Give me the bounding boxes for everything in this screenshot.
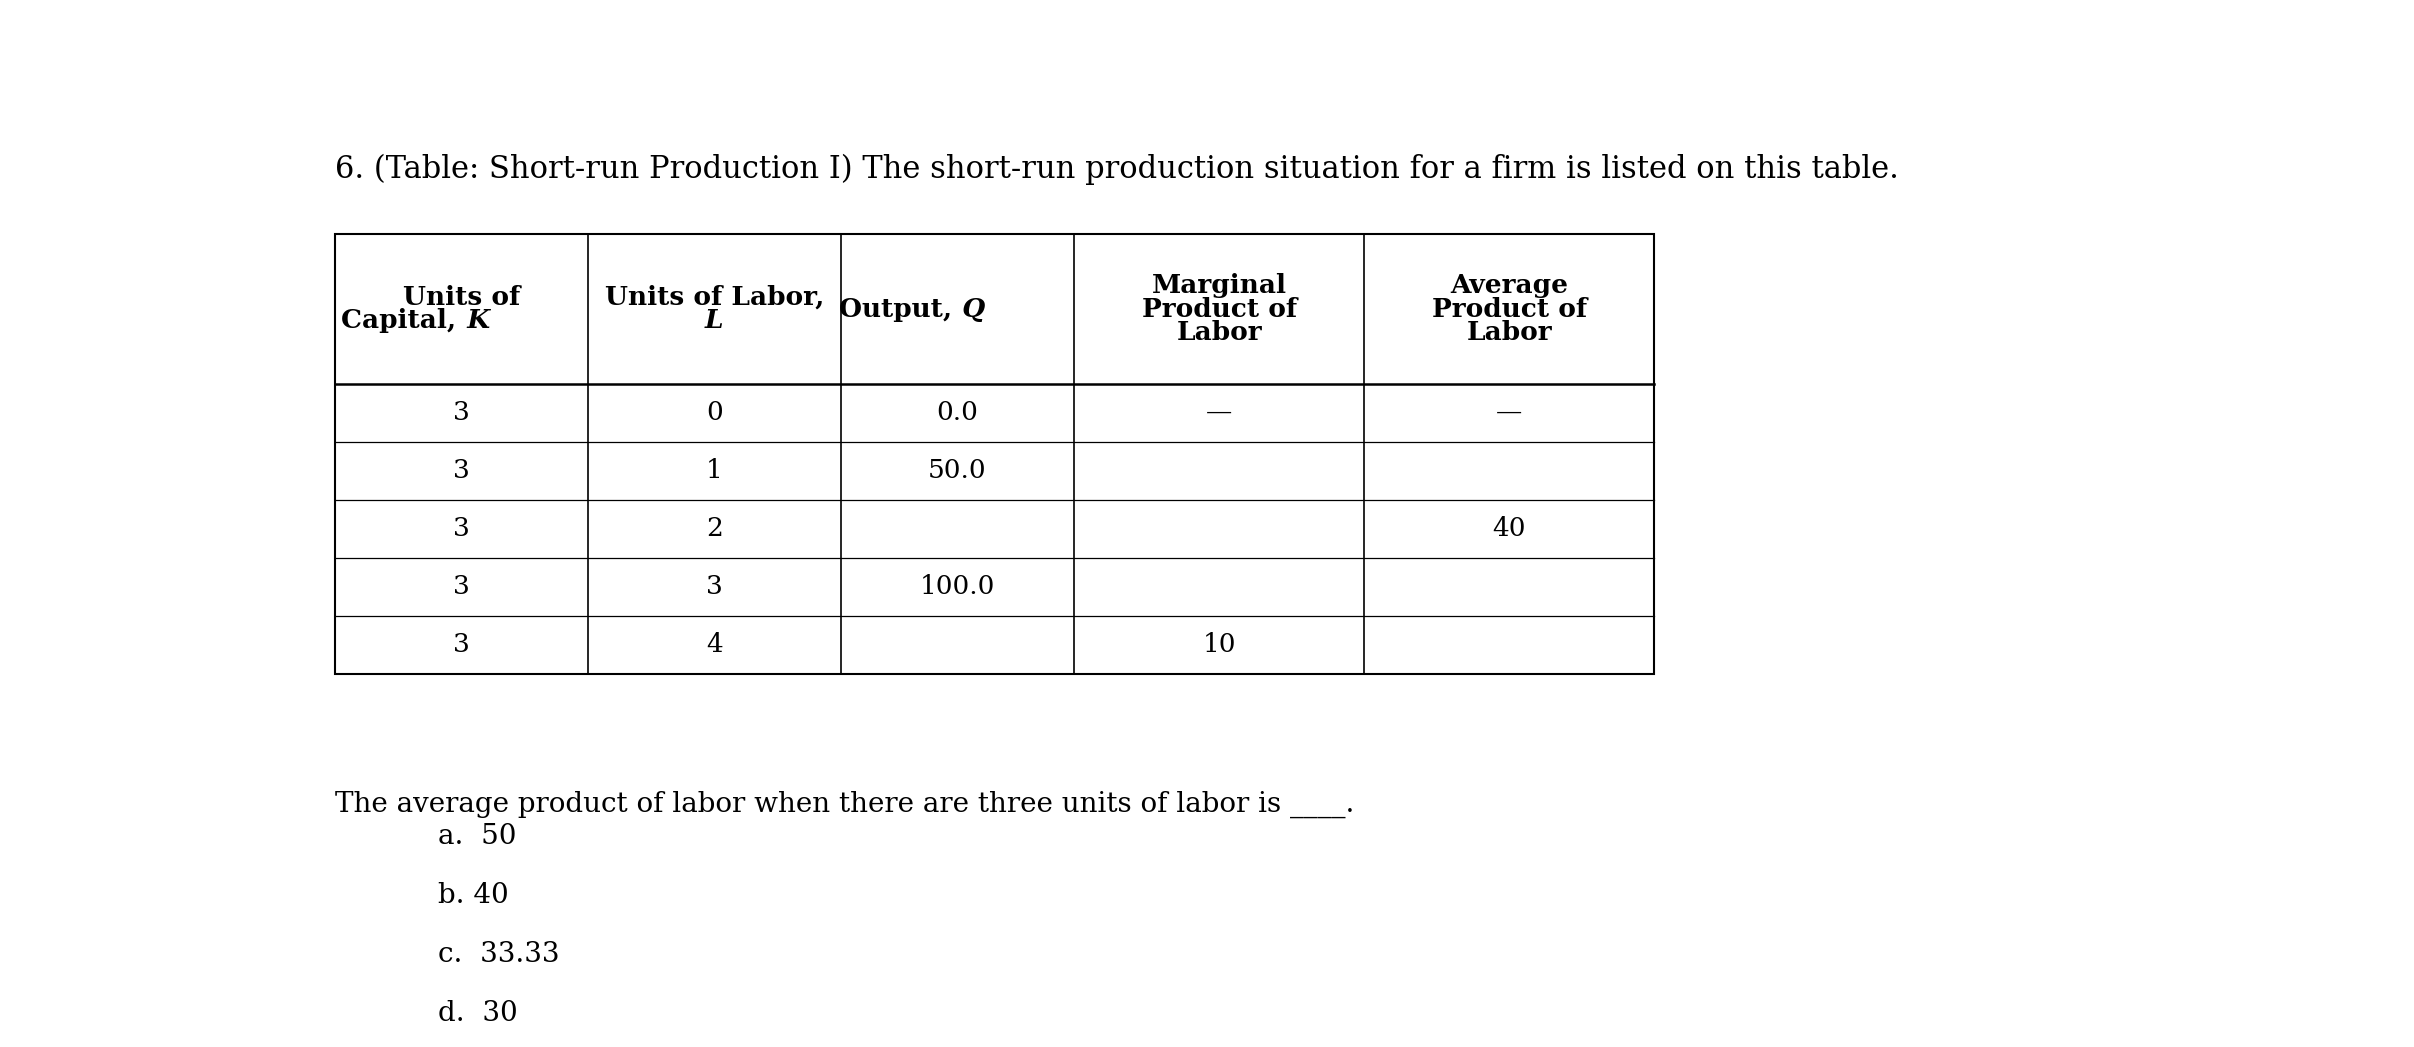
Text: Labor: Labor [1468,320,1552,346]
Text: Marginal: Marginal [1151,273,1287,297]
Text: 2: 2 [705,516,722,541]
Text: 40: 40 [1492,516,1526,541]
Text: 0.0: 0.0 [937,400,978,425]
Text: —: — [1207,400,1234,425]
Text: —: — [1497,400,1523,425]
Text: 50.0: 50.0 [927,459,987,483]
Text: L: L [705,309,724,333]
Text: 6. (Table: Short-run Production I) The short-run production situation for a firm: 6. (Table: Short-run Production I) The s… [336,154,1900,185]
Text: 3: 3 [454,400,471,425]
Text: a.  50: a. 50 [439,823,517,850]
Text: Product of: Product of [1432,296,1586,321]
Text: Output,: Output, [840,296,958,321]
Text: Product of: Product of [1142,296,1296,321]
Text: Average: Average [1451,273,1569,297]
Text: K: K [461,309,490,333]
Text: 1: 1 [705,459,722,483]
Text: 3: 3 [454,459,471,483]
Text: 10: 10 [1202,632,1236,658]
Bar [336,235,1654,674]
Text: Q: Q [958,296,985,321]
Text: d.  30: d. 30 [439,1000,519,1027]
Text: b. 40: b. 40 [439,882,509,909]
Text: Units of: Units of [403,285,521,310]
Text: Labor: Labor [1176,320,1263,346]
Text: Capital,: Capital, [340,309,461,333]
Text: 3: 3 [454,575,471,599]
Text: 3: 3 [705,575,722,599]
Text: 3: 3 [454,516,471,541]
Text: 100.0: 100.0 [920,575,995,599]
Text: 0: 0 [705,400,722,425]
Text: Units of Labor,: Units of Labor, [604,285,823,310]
Text: 4: 4 [705,632,722,658]
Text: 3: 3 [454,632,471,658]
Text: The average product of labor when there are three units of labor is ____.: The average product of labor when there … [336,790,1354,818]
Text: c.  33.33: c. 33.33 [439,941,560,967]
